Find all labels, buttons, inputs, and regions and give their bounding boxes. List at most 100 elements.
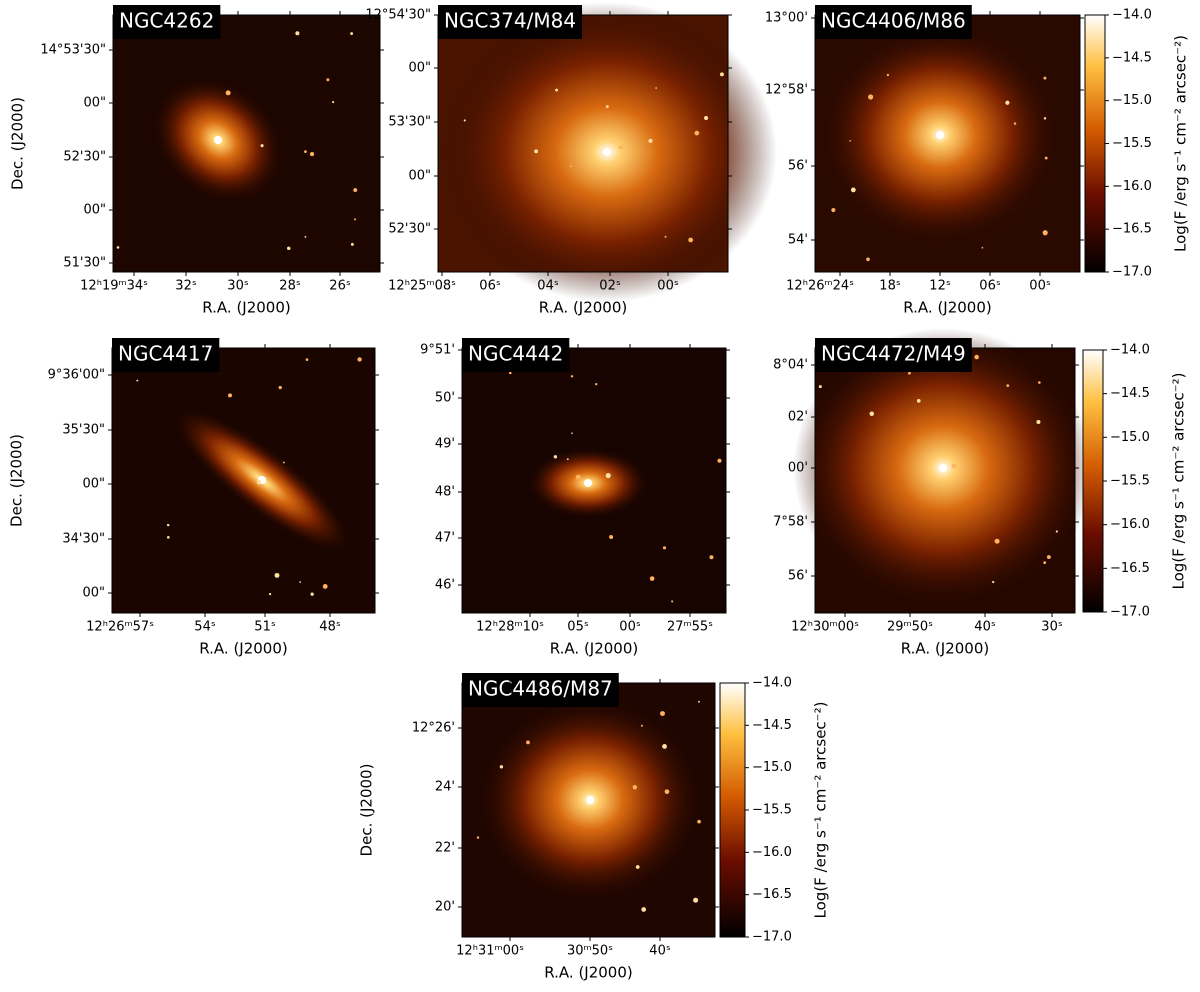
y-tick-label: 56' xyxy=(788,569,808,584)
x-axis-label: R.A. (J2000) xyxy=(901,640,990,658)
y-tick-label: 22' xyxy=(435,841,455,856)
x-tick-label: 54ˢ xyxy=(194,620,216,635)
star xyxy=(353,188,358,193)
colorbar-tick-label: −16.0 xyxy=(1112,179,1152,194)
colorbar-tick-label: −17.0 xyxy=(1110,605,1150,620)
star xyxy=(136,379,139,382)
y-tick-label: 20' xyxy=(435,900,455,915)
star xyxy=(1043,117,1047,120)
y-tick-label: 9°51' xyxy=(420,343,455,358)
x-tick-label: 51ˢ xyxy=(254,620,276,635)
galaxy-core xyxy=(586,796,594,804)
x-tick-label: 12ʰ26ᵐ57ˢ xyxy=(86,620,154,635)
title-box xyxy=(113,5,221,39)
x-tick-label: 40ˢ xyxy=(974,620,996,635)
x-tick-label: 32ˢ xyxy=(175,279,197,294)
star xyxy=(571,432,573,434)
title-box xyxy=(815,338,972,372)
x-axis-label: R.A. (J2000) xyxy=(199,640,288,658)
panel-title: NGC4442 xyxy=(468,342,563,366)
y-tick-label: 49' xyxy=(435,437,455,452)
y-axis-label: Dec. (J2000) xyxy=(9,97,27,190)
y-tick-label: 54' xyxy=(788,233,808,248)
star xyxy=(618,145,623,150)
y-tick-label: 9°36'00" xyxy=(48,368,105,383)
colorbar-tick-label: −14.5 xyxy=(1110,386,1150,401)
x-axis-label: R.A. (J2000) xyxy=(539,299,628,317)
star xyxy=(1055,530,1058,533)
colorbar-tick-label: −15.5 xyxy=(1112,136,1152,151)
star xyxy=(1042,230,1048,236)
title-box xyxy=(438,5,583,39)
star xyxy=(818,385,822,389)
star xyxy=(605,105,609,108)
x-tick-label: 27ᵐ55ˢ xyxy=(667,620,713,635)
colorbar-tick-label: −15.5 xyxy=(1110,474,1150,489)
y-tick-label: 8°04' xyxy=(773,358,808,373)
y-tick-label: 00" xyxy=(83,96,106,111)
star xyxy=(974,354,979,360)
star xyxy=(1043,561,1047,565)
x-tick-label: 02ˢ xyxy=(599,279,621,294)
star xyxy=(595,382,598,386)
y-tick-label: 53'30" xyxy=(388,115,431,130)
colorbar-tick-label: −17.0 xyxy=(752,930,792,945)
star xyxy=(350,242,354,246)
y-tick-label: 47' xyxy=(435,531,455,546)
star xyxy=(228,393,232,398)
star xyxy=(831,207,836,213)
colorbar-label: Log(F /erg s⁻¹ cm⁻² arcsec⁻²) xyxy=(812,702,830,919)
star xyxy=(1006,384,1010,388)
star xyxy=(295,31,300,36)
star xyxy=(1046,555,1051,559)
colorbar-tick-label: −14.5 xyxy=(752,718,792,733)
y-tick-label: 00" xyxy=(408,169,431,184)
title-box xyxy=(462,673,619,707)
galaxy-core xyxy=(939,464,947,472)
y-tick-label: 14°53'30" xyxy=(40,43,106,58)
y-tick-label: 35'30" xyxy=(62,423,105,438)
star xyxy=(569,165,573,168)
galaxy-core xyxy=(603,148,611,156)
star xyxy=(866,257,870,262)
x-axis-label: R.A. (J2000) xyxy=(544,964,633,982)
panel-title: NGC374/M84 xyxy=(444,9,576,33)
colorbar-tick-label: −14.5 xyxy=(1112,50,1152,65)
y-tick-label: 12°54'30" xyxy=(365,8,431,23)
y-tick-label: 56' xyxy=(788,159,808,174)
x-tick-label: 12ʰ26ᵐ24ˢ xyxy=(786,279,854,294)
colorbar-tick-label: −16.0 xyxy=(1110,517,1150,532)
star xyxy=(886,73,890,77)
star xyxy=(304,150,307,153)
star xyxy=(662,744,667,749)
colorbar-tick-label: −14.0 xyxy=(752,676,792,691)
x-tick-label: 30ˢ xyxy=(227,279,249,294)
colorbar-tick-label: −16.0 xyxy=(752,845,792,860)
y-tick-label: 00" xyxy=(408,61,431,76)
star xyxy=(698,700,700,703)
image-frame xyxy=(111,347,376,614)
x-tick-label: 06ˢ xyxy=(979,279,1001,294)
y-tick-label: 34'30" xyxy=(62,532,105,547)
x-tick-label: 18ˢ xyxy=(879,279,901,294)
colorbar-tick-label: −15.0 xyxy=(1112,93,1152,108)
star xyxy=(649,576,655,581)
star xyxy=(693,897,699,903)
star xyxy=(304,235,307,238)
star xyxy=(354,218,357,221)
x-tick-label: 12ʰ30ᵐ00ˢ xyxy=(791,620,859,635)
title-box xyxy=(815,5,972,39)
y-tick-label: 00" xyxy=(82,586,105,601)
x-axis-label: R.A. (J2000) xyxy=(550,640,639,658)
star xyxy=(632,785,638,790)
star xyxy=(641,907,647,912)
colorbar-tick-label: −16.5 xyxy=(1110,561,1150,576)
x-tick-label: 00ˢ xyxy=(1029,279,1051,294)
galaxy-core xyxy=(584,479,592,487)
colorbar-label: Log(F /erg s⁻¹ cm⁻² arcsec⁻²) xyxy=(1172,35,1190,252)
star xyxy=(332,100,335,104)
y-tick-label: 51'30" xyxy=(63,256,106,271)
star xyxy=(357,357,362,362)
panel-title: NGC4417 xyxy=(118,342,213,366)
star xyxy=(350,32,354,36)
